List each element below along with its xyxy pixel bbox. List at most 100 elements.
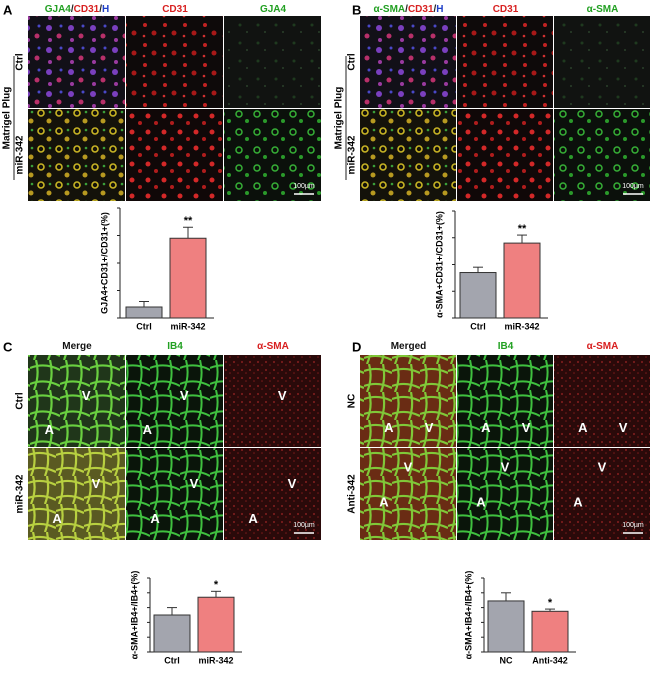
significance: * [214,579,219,591]
panel-letter: D [352,339,361,354]
header-part: / [434,4,437,15]
column-header: GJA4/CD31/H [45,4,110,15]
micrograph [457,448,553,540]
micrograph [28,16,125,108]
header-part: Merge [62,341,92,352]
column-header: CD31 [493,4,519,15]
x-tick-label: Ctrl [470,321,486,331]
header-part: / [405,4,408,15]
micrograph [224,16,321,108]
vessel-label: V [288,476,297,491]
header-part: GJA4 [260,4,287,15]
scale-bar-label: 100µm [293,183,315,190]
vessel-label: V [501,460,510,475]
x-tick-label: Ctrl [164,655,180,665]
bar [169,237,207,319]
y-axis-label: α-SMA+IB4+/IB4+(%) [463,571,473,660]
micrograph [28,448,125,540]
header-part: Merged [391,341,427,352]
x-tick-label: miR-342 [198,655,233,665]
vessel-label: V [82,388,91,403]
micrograph [126,109,223,201]
vessel-label: A [143,422,153,437]
micrograph [457,355,553,447]
scale-bar-label: 100µm [293,522,315,529]
x-tick-label: Ctrl [136,321,152,331]
header-part: CD31 [493,4,519,15]
row-label: Ctrl [15,392,26,409]
column-header: Merged [391,341,427,352]
vessel-label: A [248,511,258,526]
vessel-label: A [573,495,583,510]
header-part: H [436,4,443,15]
micrograph [360,109,456,201]
vessel-label: A [45,422,55,437]
micrograph [224,109,321,201]
vessel-label: A [52,511,62,526]
row-label: miR-342 [15,474,26,513]
vessel-label: V [598,460,607,475]
header-part: α-SMA [373,4,405,15]
header-part: IB4 [498,341,514,352]
micrograph [457,16,553,108]
column-header: CD31 [162,4,188,15]
row-label: miR-342 [15,135,26,174]
bar [487,600,525,653]
vessel-label: V [404,460,413,475]
header-part: GJA4 [45,4,72,15]
column-header: α-SMA [257,341,289,352]
vessel-label: A [379,495,389,510]
vessel-label: V [92,476,101,491]
micrograph [28,109,125,201]
x-tick-label: miR-342 [170,321,205,331]
micrograph [360,355,456,447]
vessel-label: V [278,388,287,403]
row-label: NC [347,394,358,408]
y-axis-label: GJA4+CD31+/CD31+(%) [99,212,109,314]
vessel-label: A [476,495,486,510]
column-header: Merge [62,341,92,352]
bar [125,306,163,319]
bar [197,596,235,653]
micrograph [360,448,456,540]
x-tick-label: miR-342 [504,321,539,331]
panel-letter: A [3,2,13,17]
group-label: Matrigel Plug [2,87,13,150]
column-header: GJA4 [260,4,287,15]
header-part: H [102,4,109,15]
header-part: CD31 [408,4,434,15]
header-part: / [99,4,102,15]
x-tick-label: Anti-342 [532,655,568,665]
header-part: α-SMA [587,341,619,352]
scale-bar-label: 100µm [622,183,644,190]
column-header: α-SMA/CD31/H [373,4,443,15]
row-label: Ctrl [15,53,26,70]
vessel-label: V [619,420,628,435]
bar [503,242,541,319]
header-part: / [71,4,74,15]
panel-letter: B [352,2,361,17]
micrograph [360,16,456,108]
vessel-label: A [150,511,160,526]
micrograph [554,448,650,540]
panel-letter: C [3,339,13,354]
micrograph [224,355,321,447]
significance: * [548,597,553,609]
header-part: IB4 [167,341,183,352]
column-header: α-SMA [587,4,619,15]
micrograph [554,16,650,108]
vessel-label: A [578,420,588,435]
micrograph [224,448,321,540]
vessel-label: V [522,420,531,435]
bar [459,272,497,319]
column-header: α-SMA [587,341,619,352]
micrograph [126,448,223,540]
y-axis-label: α-SMA+CD31+/CD31+(%) [434,211,444,318]
bar [153,614,191,653]
significance: ** [184,215,193,227]
vessel-label: V [180,388,189,403]
vessel-label: V [425,420,434,435]
header-part: CD31 [74,4,100,15]
header-part: CD31 [162,4,188,15]
